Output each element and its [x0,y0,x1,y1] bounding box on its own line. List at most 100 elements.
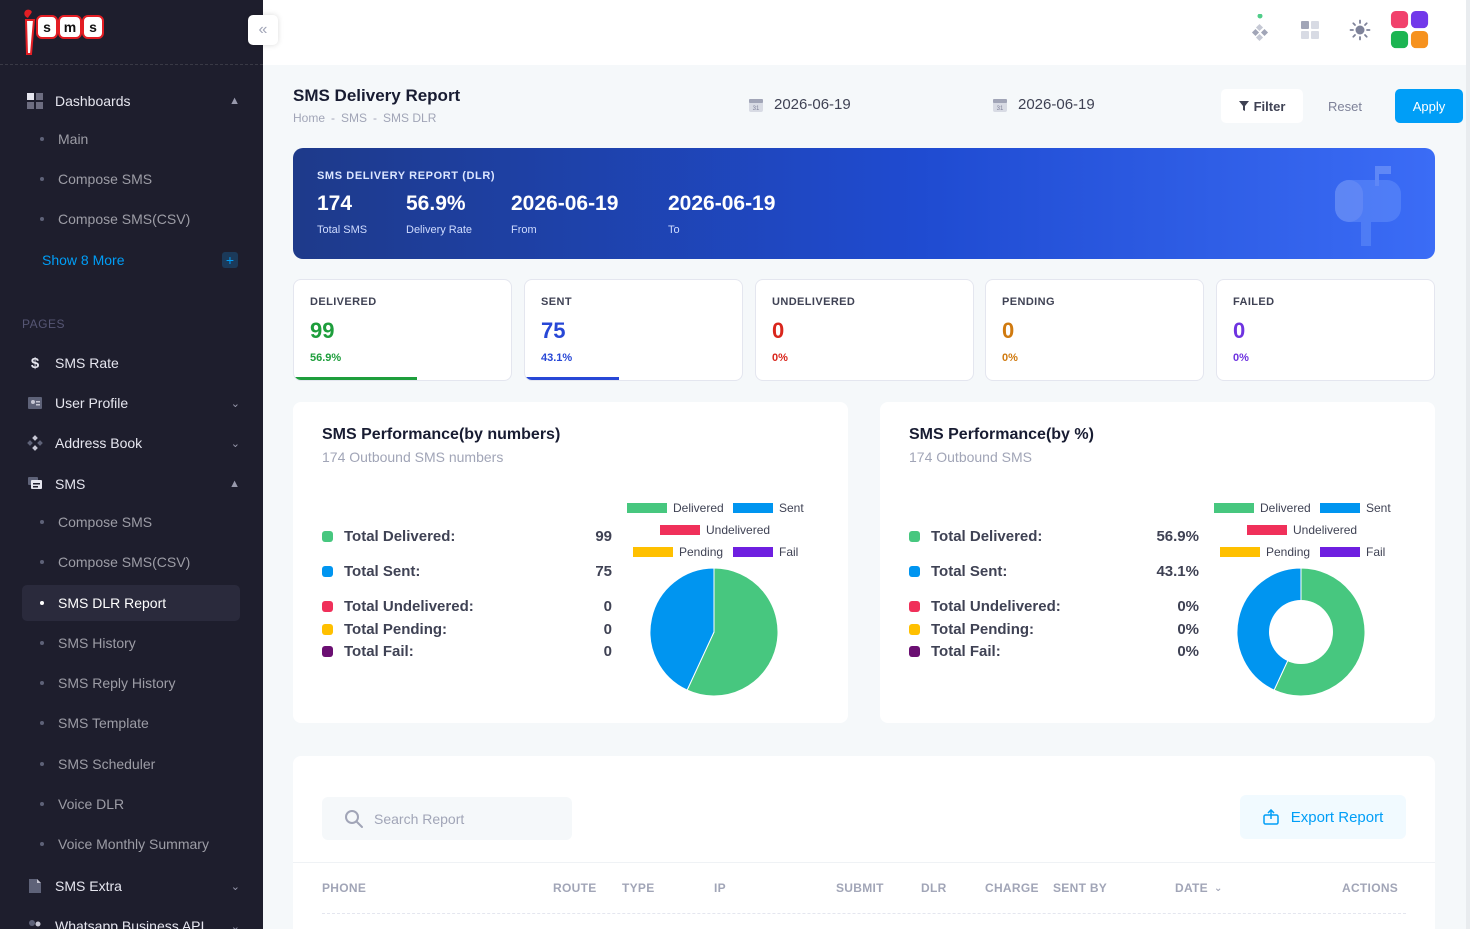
sidebar-item-label: Address Book [55,435,143,451]
user-menu-button[interactable] [1390,10,1430,50]
sun-icon [1349,19,1371,41]
chart-legend-sent[interactable]: Sent [733,501,804,515]
grid-icon [26,92,44,110]
sidebar-subitem-sms-history[interactable]: SMS History [22,625,240,661]
breadcrumb-sms[interactable]: SMS [341,111,368,125]
chart-legend-delivered[interactable]: Delivered [1214,501,1311,515]
sidebar-subitem-sms-dlr-report[interactable]: SMS DLR Report [22,585,240,621]
sidebar-collapse-button[interactable]: « [248,15,278,45]
filter-button[interactable]: Filter [1221,89,1303,123]
sidebar-subitem-compose-sms-csv[interactable]: Compose SMS(CSV) [22,201,240,237]
chart-legend-delivered[interactable]: Delivered [627,501,724,515]
chart-legend-fail[interactable]: Fail [733,545,798,559]
donut-chart-by-percent[interactable] [1235,566,1367,698]
brand-logo[interactable]: s m s [20,4,110,58]
stat-card-label: SENT [541,296,572,308]
search-input[interactable] [374,810,554,827]
sent-swatch [909,566,920,577]
chart-legend-fail[interactable]: Fail [1320,545,1385,559]
column-header-dlr[interactable]: DLR [921,881,947,895]
apply-button[interactable]: Apply [1395,89,1463,123]
sidebar-subitem-compose-sms[interactable]: Compose SMS [22,161,240,197]
sidebar-subitem-compose-sms[interactable]: Compose SMS [22,504,240,540]
bullet-icon [40,641,44,645]
column-header-sent-by[interactable]: SENT BY [1053,881,1108,895]
sidebar-subitem-sms-template[interactable]: SMS Template [22,705,240,741]
export-report-button[interactable]: Export Report [1240,795,1406,839]
stat-card-undelivered: UNDELIVERED 0 0% [755,279,974,381]
chart-legend-pending[interactable]: Pending [1220,545,1310,559]
sidebar-item-sms[interactable]: SMS ▲ [22,466,240,502]
sidebar-subitem-label: Compose SMS [58,171,153,187]
show-more-link[interactable]: Show 8 More + [42,245,240,275]
sidebar-subitem-compose-sms-csv[interactable]: Compose SMS(CSV) [22,544,240,580]
legend-label: Delivered [673,501,724,515]
sidebar-subitem-sms-scheduler[interactable]: SMS Scheduler [22,746,240,782]
bullet-icon [40,802,44,806]
sidebar-item-address-book[interactable]: Address Book ⌄ [22,425,240,461]
delivered-swatch [909,531,920,542]
sidebar-subitem-label: Voice Monthly Summary [58,836,209,852]
sidebar-item-label: User Profile [55,395,129,411]
column-header-type[interactable]: TYPE [622,881,655,895]
column-header-charge[interactable]: CHARGE [985,881,1039,895]
sidebar-subitem-sms-reply-history[interactable]: SMS Reply History [22,665,240,701]
fail-swatch [322,646,333,657]
column-header-route[interactable]: ROUTE [553,881,597,895]
banner-stat-label: From [511,224,537,236]
column-header-phone[interactable]: PHONE [322,881,367,895]
page-scrollbar[interactable] [1466,0,1470,929]
legend-swatch [1220,547,1260,557]
sidebar-item-user-profile[interactable]: User Profile ⌄ [22,385,240,421]
activity-button[interactable] [1240,10,1280,50]
legend-row-pending: Total Pending: 0% [909,621,1199,638]
stat-card-progress-bar [525,377,619,380]
legend-row-fail: Total Fail: 0% [909,643,1199,660]
sidebar-item-whatsapp-business-api[interactable]: Whatsapp Business API ⌄ [22,908,240,929]
pie-slice-sent[interactable] [649,567,715,691]
sidebar-subitem-label: Voice DLR [58,796,125,812]
dollar-icon: $ [30,354,40,372]
column-header-date[interactable]: DATE ⌄ [1175,881,1223,895]
header-icons [1230,10,1430,50]
sidebar-subitem-voice-monthly-summary[interactable]: Voice Monthly Summary [22,826,240,862]
theme-toggle-button[interactable] [1340,10,1380,50]
apps-button[interactable] [1290,10,1330,50]
search-icon [345,809,363,828]
date-to-picker[interactable]: 31 2026-06-19 [992,96,1095,113]
sidebar-subitem-voice-dlr[interactable]: Voice DLR [22,786,240,822]
legend-row-value: 43.1% [1156,563,1199,580]
date-from-picker[interactable]: 31 2026-06-19 [748,96,851,113]
chart-legend-sent[interactable]: Sent [1320,501,1391,515]
legend-row-name: Total Pending: [344,621,448,638]
legend-row-value: 99 [595,528,612,545]
table-divider [293,862,1435,863]
sidebar-subitem-main[interactable]: Main [22,121,240,157]
address-book-icon [26,434,44,452]
legend-row-pending: Total Pending: 0 [322,621,612,638]
chart-legend-undelivered[interactable]: Undelivered [1247,523,1357,537]
column-header-submit[interactable]: SUBMIT [836,881,884,895]
reset-button[interactable]: Reset [1328,98,1362,114]
date-from-value: 2026-06-19 [774,96,851,113]
plus-icon: + [222,252,238,268]
pie-slice-delivered[interactable] [686,567,779,697]
banner-label: SMS DELIVERY REPORT (DLR) [317,170,496,182]
column-header-ip[interactable]: IP [714,881,726,895]
bullet-icon [40,721,44,725]
sidebar-item-sms-rate[interactable]: $ SMS Rate [22,345,240,381]
chevron-down-icon: ⌄ [230,437,240,450]
chart-legend-undelivered[interactable]: Undelivered [660,523,770,537]
sidebar-item-dashboards[interactable]: Dashboards ▲ [22,83,240,119]
chart-legend-pending[interactable]: Pending [633,545,723,559]
legend-swatch [660,525,700,535]
legend-row-fail: Total Fail: 0 [322,643,612,660]
bullet-icon [40,520,44,524]
double-chevron-left-icon: « [258,21,268,38]
pie-chart-by-numbers[interactable] [648,566,780,698]
chevron-up-icon: ▲ [229,95,240,107]
sidebar-item-sms-extra[interactable]: SMS Extra ⌄ [22,868,240,904]
legend-row-undelivered: Total Undelivered: 0 [322,598,612,615]
legend-swatch [1320,503,1360,513]
breadcrumb-home[interactable]: Home [293,111,326,125]
